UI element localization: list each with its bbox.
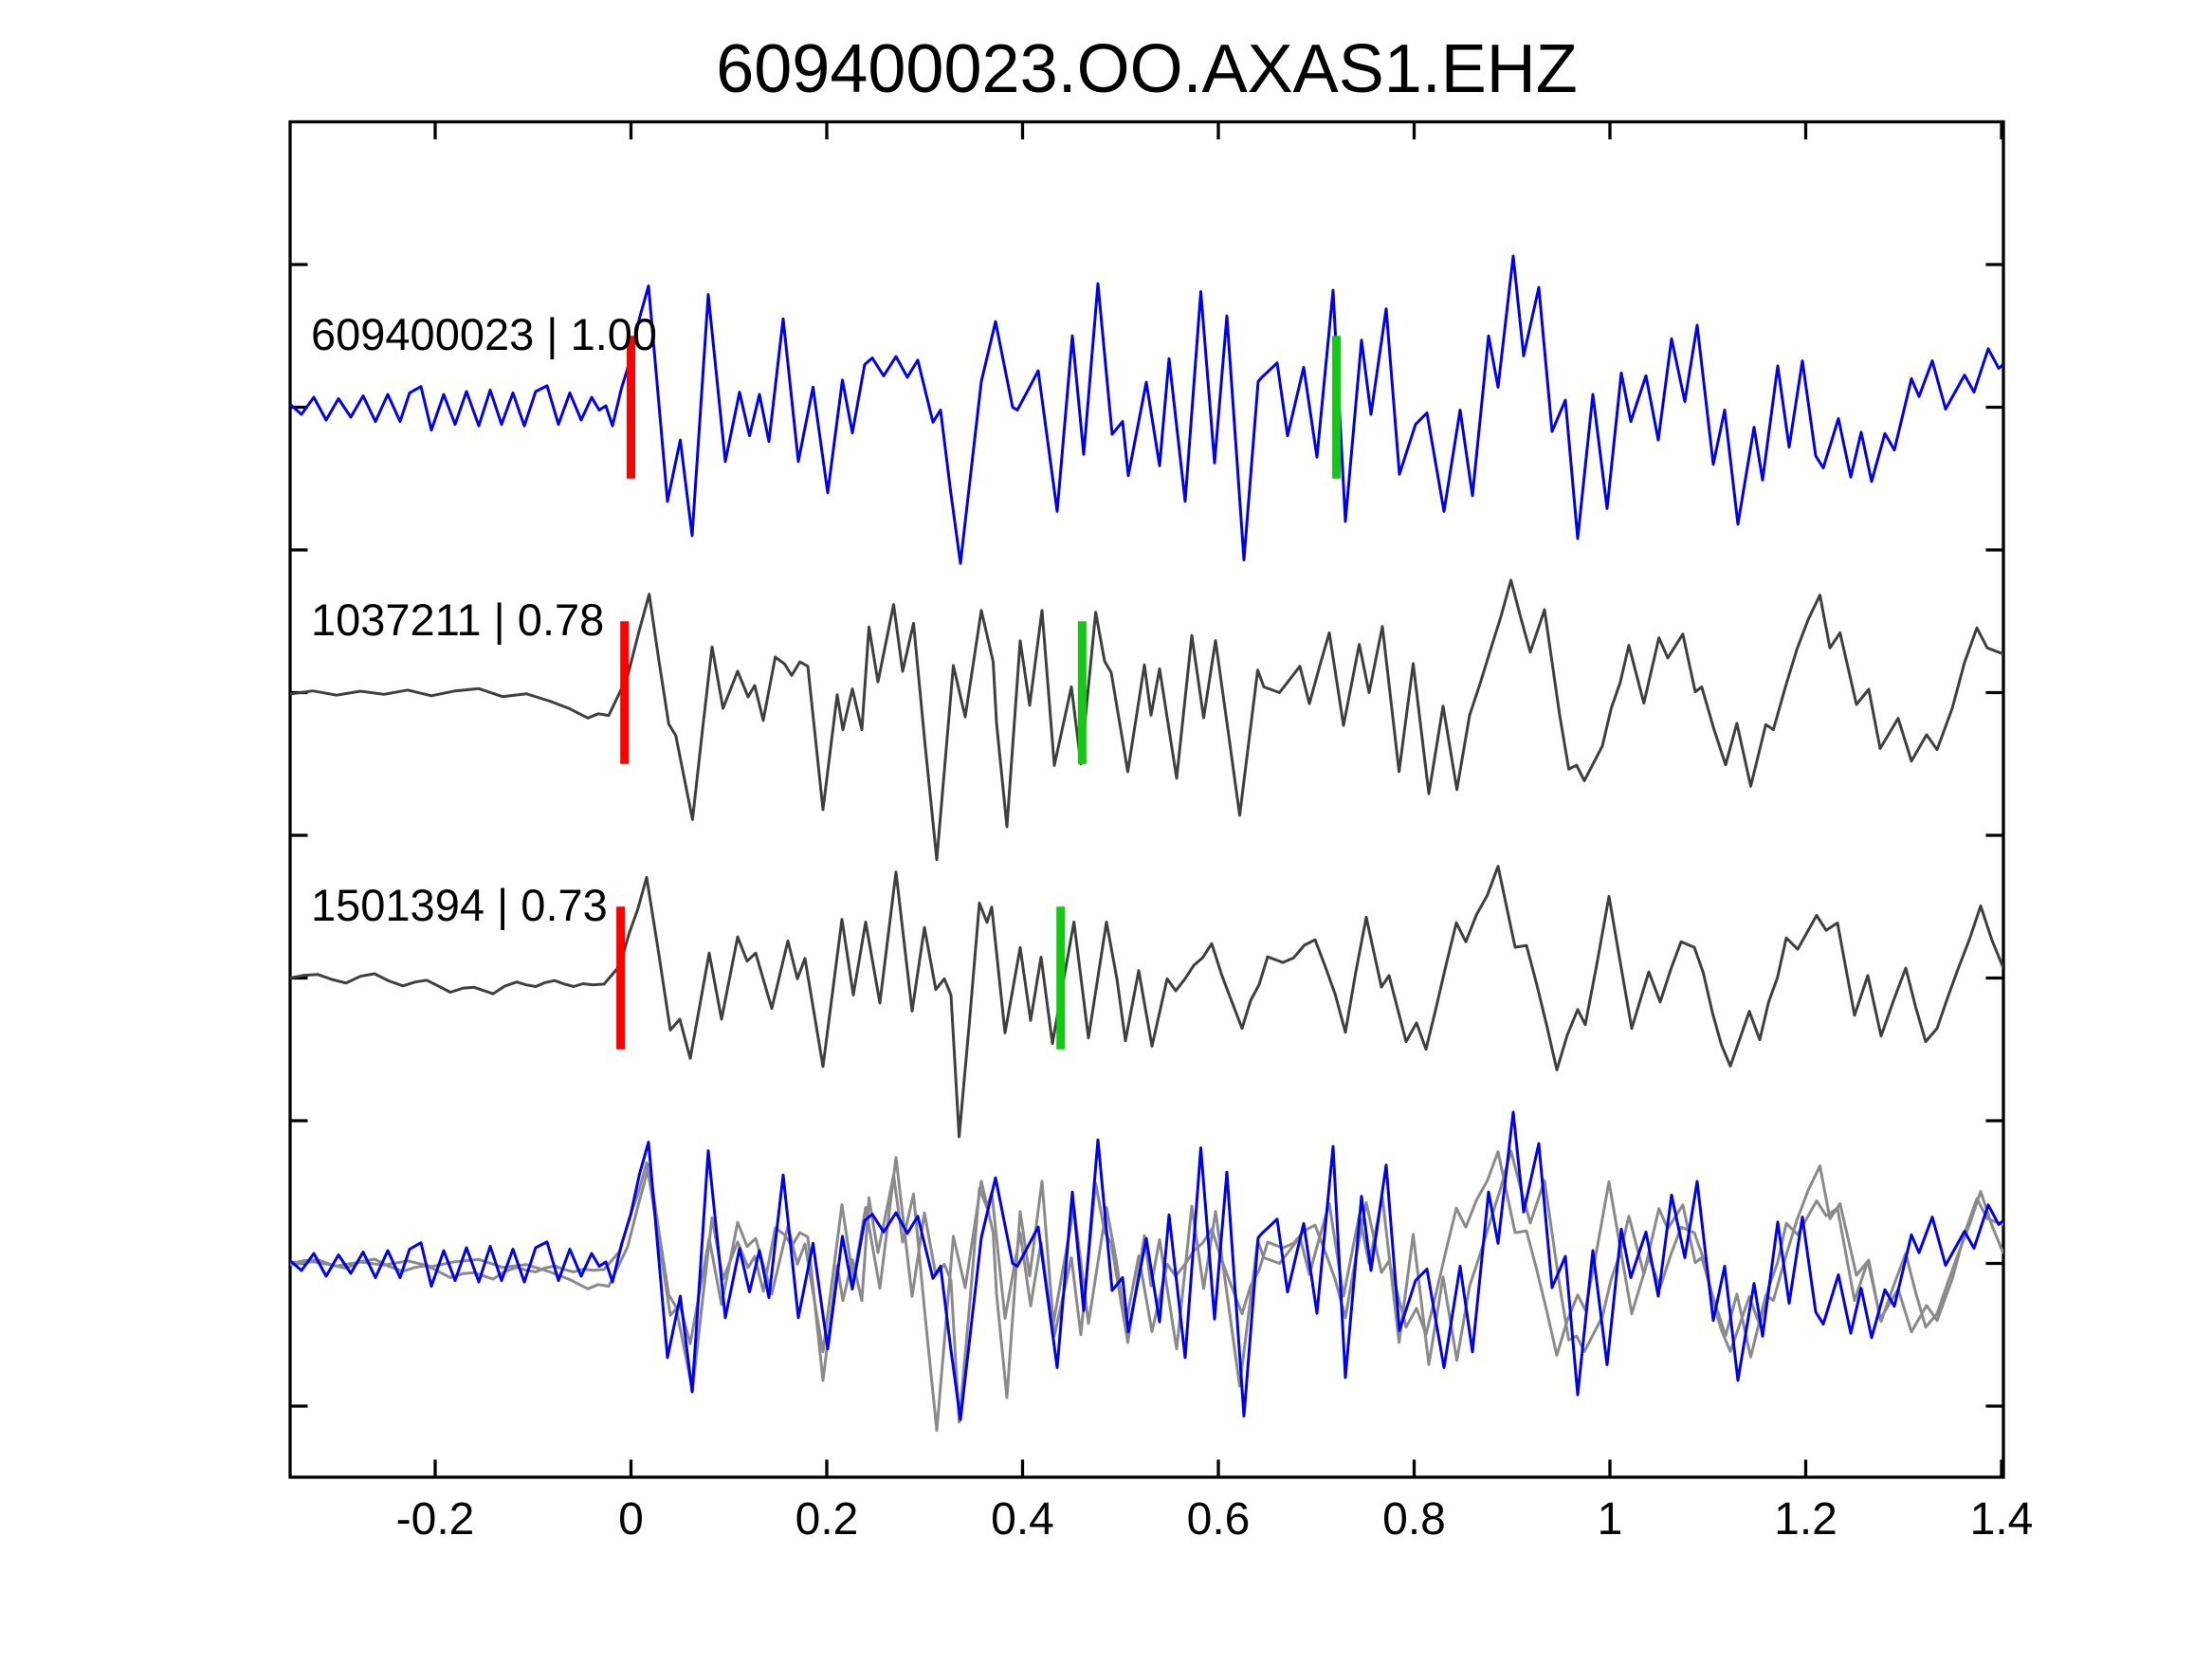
svg-text:1.2: 1.2 — [1774, 1494, 1837, 1545]
svg-text:1501394 | 0.73: 1501394 | 0.73 — [311, 880, 608, 930]
svg-text:0.2: 0.2 — [795, 1494, 859, 1545]
svg-text:0: 0 — [618, 1494, 644, 1545]
svg-text:0.8: 0.8 — [1382, 1494, 1446, 1545]
svg-text:1.4: 1.4 — [1970, 1494, 2034, 1545]
svg-text:609400023 | 1.00: 609400023 | 1.00 — [311, 309, 657, 359]
svg-text:0.4: 0.4 — [991, 1494, 1054, 1545]
svg-text:0.6: 0.6 — [1187, 1494, 1251, 1545]
svg-text:-0.2: -0.2 — [396, 1494, 475, 1545]
svg-text:1037211 | 0.78: 1037211 | 0.78 — [311, 594, 604, 645]
svg-text:609400023.OO.AXAS1.EHZ: 609400023.OO.AXAS1.EHZ — [716, 31, 1578, 107]
svg-text:1: 1 — [1598, 1494, 1623, 1545]
